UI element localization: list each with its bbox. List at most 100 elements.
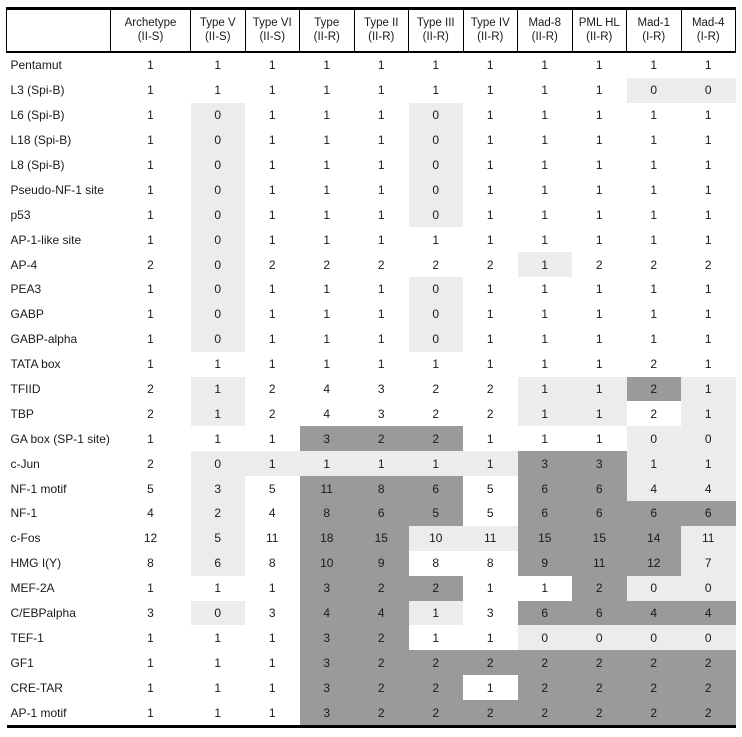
- value-cell: 1: [517, 575, 572, 601]
- value-cell: 1: [681, 451, 736, 477]
- value-cell: 9: [517, 550, 572, 576]
- table-row-pseudo-nf-1-site: Pseudo-NF-1 site 1 0 1 1 1 0 1 1 1 1 1: [6, 177, 736, 203]
- value-cell: 8: [110, 550, 191, 576]
- value-cell: 3: [299, 650, 354, 676]
- value-cell: 3: [517, 451, 572, 477]
- value-cell: 1: [517, 202, 572, 228]
- row-label: p53: [6, 202, 111, 228]
- table-row-nf-1-motif: NF-1 motif 5 3 5 11 8 6 5 6 6 4 4: [6, 476, 736, 502]
- value-cell: 1: [110, 102, 191, 128]
- value-cell: 1: [110, 177, 191, 203]
- column-name: Type II: [363, 17, 399, 29]
- value-cell: 1: [572, 351, 627, 377]
- value-cell: 1: [408, 227, 463, 253]
- value-cell: 15: [572, 525, 627, 551]
- value-cell: 8: [245, 550, 300, 576]
- value-cell: 6: [626, 501, 681, 526]
- table-row-l6-spi-b: L6 (Spi-B) 1 0 1 1 1 0 1 1 1 1 1: [6, 102, 736, 128]
- value-cell: 1: [517, 301, 572, 327]
- value-cell: 0: [626, 625, 681, 651]
- value-cell: 2: [517, 650, 572, 676]
- value-cell: 1: [517, 376, 572, 402]
- value-cell: 6: [572, 600, 627, 626]
- value-cell: 1: [299, 77, 354, 103]
- value-cell: 2: [245, 401, 300, 427]
- value-cell: 0: [408, 177, 463, 203]
- value-cell: 2: [463, 650, 518, 676]
- value-cell: 1: [572, 277, 627, 302]
- value-cell: 8: [408, 550, 463, 576]
- value-cell: 6: [572, 476, 627, 502]
- value-cell: 1: [408, 351, 463, 377]
- value-cell: 1: [572, 77, 627, 103]
- value-cell: 1: [245, 277, 300, 302]
- column-name: Type IV: [470, 17, 510, 29]
- value-cell: 1: [681, 152, 736, 178]
- row-label: AP-1 motif: [6, 700, 111, 727]
- value-cell: 2: [572, 575, 627, 601]
- value-cell: 1: [245, 77, 300, 103]
- column-name: Type III: [416, 17, 455, 29]
- row-label: AP-4: [6, 252, 111, 278]
- header-row: Archetype (II-S) Type V (II-S) Type VI (II-S)…: [6, 7, 736, 53]
- value-cell: 6: [572, 501, 627, 526]
- value-cell: 12: [110, 525, 191, 551]
- value-cell: 1: [572, 52, 627, 78]
- value-cell: 1: [245, 326, 300, 352]
- value-cell: 2: [517, 700, 572, 727]
- value-cell: 1: [572, 102, 627, 128]
- value-cell: 2: [245, 376, 300, 402]
- column-name: Type: [314, 17, 340, 29]
- column-subtype: (II-S): [137, 31, 164, 43]
- value-cell: 5: [408, 501, 463, 526]
- value-cell: 0: [408, 127, 463, 153]
- value-cell: 1: [110, 227, 191, 253]
- value-cell: 0: [681, 575, 736, 601]
- value-cell: 0: [408, 326, 463, 352]
- column-subtype: (II-R): [422, 31, 449, 43]
- value-cell: 3: [299, 575, 354, 601]
- value-cell: 0: [190, 227, 245, 253]
- value-cell: 1: [463, 451, 518, 477]
- value-cell: 1: [408, 77, 463, 103]
- value-cell: 1: [517, 252, 572, 278]
- value-cell: 1: [190, 401, 245, 427]
- value-cell: 4: [245, 501, 300, 526]
- corner-cell: [6, 7, 111, 53]
- value-cell: 1: [110, 575, 191, 601]
- value-cell: 1: [463, 77, 518, 103]
- value-cell: 1: [463, 675, 518, 701]
- value-cell: 2: [110, 451, 191, 477]
- value-cell: 6: [408, 476, 463, 502]
- value-cell: 1: [110, 650, 191, 676]
- table-row-l3-spi-b: L3 (Spi-B) 1 1 1 1 1 1 1 1 1 0 0: [6, 77, 736, 103]
- column-header-type-ii-ii-r: Type II (II-R): [353, 7, 409, 53]
- value-cell: 1: [572, 301, 627, 327]
- motif-count-table: Archetype (II-S) Type V (II-S) Type VI (II-S)…: [6, 7, 736, 729]
- value-cell: 11: [681, 525, 736, 551]
- row-label: Pseudo-NF-1 site: [6, 177, 111, 203]
- value-cell: 1: [245, 650, 300, 676]
- value-cell: 1: [626, 152, 681, 178]
- value-cell: 0: [408, 152, 463, 178]
- value-cell: 2: [354, 675, 409, 701]
- value-cell: 0: [626, 426, 681, 452]
- value-cell: 1: [517, 277, 572, 302]
- value-cell: 1: [354, 326, 409, 352]
- value-cell: 1: [245, 625, 300, 651]
- value-cell: 1: [572, 152, 627, 178]
- value-cell: 0: [190, 301, 245, 327]
- row-label: TBP: [6, 401, 111, 427]
- value-cell: 7: [681, 550, 736, 576]
- value-cell: 4: [110, 501, 191, 526]
- table-row-l18-spi-b: L18 (Spi-B) 1 0 1 1 1 0 1 1 1 1 1: [6, 127, 736, 153]
- value-cell: 2: [110, 401, 191, 427]
- column-name: Type V: [199, 17, 236, 29]
- column-header-mad-1-i-r: Mad-1 (I-R): [626, 7, 682, 53]
- value-cell: 5: [245, 476, 300, 502]
- value-cell: 1: [626, 177, 681, 203]
- value-cell: 1: [110, 351, 191, 377]
- column-subtype: (II-R): [477, 31, 504, 43]
- value-cell: 11: [245, 525, 300, 551]
- column-name: Mad-1: [637, 17, 671, 29]
